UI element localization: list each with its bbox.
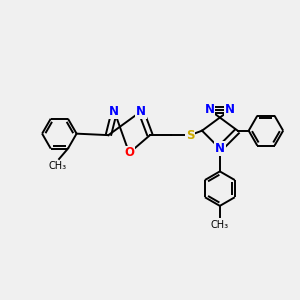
Text: N: N xyxy=(136,105,146,118)
Text: N: N xyxy=(109,105,119,118)
Text: CH₃: CH₃ xyxy=(211,220,229,230)
Text: N: N xyxy=(215,142,225,155)
Text: N: N xyxy=(225,103,235,116)
Text: N: N xyxy=(204,103,214,116)
Text: S: S xyxy=(186,129,194,142)
Text: O: O xyxy=(124,146,134,160)
Text: CH₃: CH₃ xyxy=(49,161,67,171)
